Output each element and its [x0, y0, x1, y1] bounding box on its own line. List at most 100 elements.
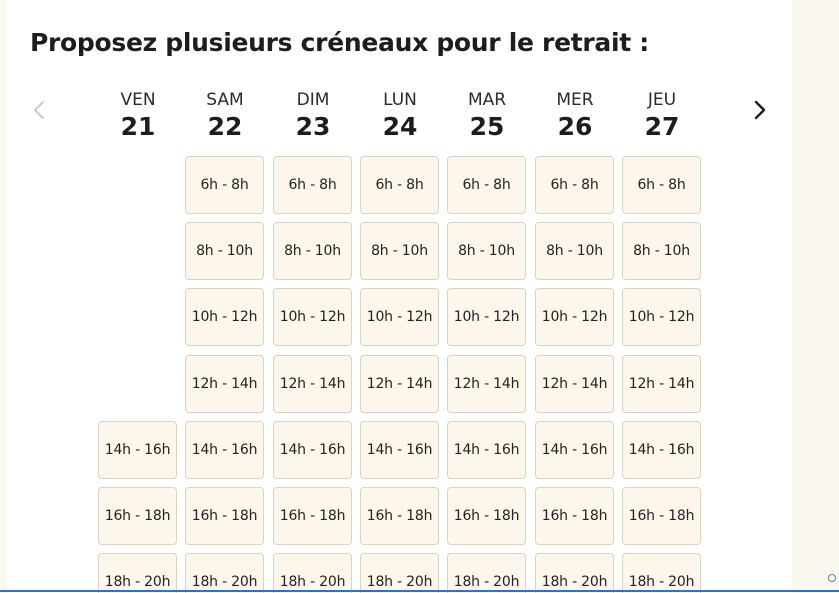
time-slot-label: 6h - 8h: [288, 177, 337, 193]
time-slot-label: 18h - 20h: [279, 574, 346, 590]
time-slot-label: 8h - 10h: [371, 243, 428, 259]
time-slot-label: 14h - 16h: [541, 442, 608, 458]
time-slot-button[interactable]: 10h - 12h: [185, 288, 264, 346]
time-slot-button[interactable]: 16h - 18h: [447, 487, 526, 545]
time-slot-button[interactable]: 8h - 10h: [360, 222, 439, 280]
time-slot-button[interactable]: 10h - 12h: [360, 288, 439, 346]
day-name: DIM: [296, 90, 330, 110]
time-slot-button[interactable]: 18h - 20h: [622, 553, 701, 593]
time-slot-label: 8h - 10h: [633, 243, 690, 259]
time-slot-button[interactable]: 16h - 18h: [98, 487, 177, 545]
page-title: Proposez plusieurs créneaux pour le retr…: [30, 28, 650, 57]
day-name: VEN: [120, 90, 156, 110]
time-slot-button[interactable]: 18h - 20h: [185, 553, 264, 593]
time-slot-label: 6h - 8h: [200, 177, 249, 193]
time-slot-label: 10h - 12h: [366, 309, 433, 325]
time-slot-button[interactable]: 16h - 18h: [535, 487, 614, 545]
time-slot-button[interactable]: 6h - 8h: [447, 156, 526, 214]
time-slot-label: 18h - 20h: [628, 574, 695, 590]
day-header: LUN 24: [359, 90, 441, 143]
time-slot-label: 12h - 14h: [279, 376, 346, 392]
time-slot-label: 18h - 20h: [366, 574, 433, 590]
day-name: MER: [556, 90, 594, 110]
time-slot-button[interactable]: 12h - 14h: [447, 355, 526, 413]
time-slot-button[interactable]: 18h - 20h: [447, 553, 526, 593]
time-slot-button[interactable]: 14h - 16h: [447, 421, 526, 479]
time-slot-button[interactable]: 18h - 20h: [273, 553, 352, 593]
time-slot-label: 16h - 18h: [366, 508, 433, 524]
time-slot-label: 14h - 16h: [366, 442, 433, 458]
day-header: SAM 22: [184, 90, 266, 143]
left-gutter: [0, 0, 7, 593]
day-number: 27: [644, 112, 680, 141]
time-slot-button[interactable]: 14h - 16h: [98, 421, 177, 479]
time-slot-button[interactable]: 10h - 12h: [535, 288, 614, 346]
next-week-button[interactable]: [746, 94, 774, 126]
scroll-indicator[interactable]: [828, 574, 836, 582]
time-slot-label: 12h - 14h: [453, 376, 520, 392]
time-slot-button[interactable]: 14h - 16h: [185, 421, 264, 479]
time-slot-button[interactable]: 18h - 20h: [535, 553, 614, 593]
time-slot-label: 18h - 20h: [191, 574, 258, 590]
time-slot-label: 8h - 10h: [458, 243, 515, 259]
time-slot-button[interactable]: 12h - 14h: [185, 355, 264, 413]
time-slot-button[interactable]: 16h - 18h: [622, 487, 701, 545]
time-slot-button[interactable]: 14h - 16h: [535, 421, 614, 479]
day-number: 24: [382, 112, 418, 141]
day-header: VEN 21: [97, 90, 179, 143]
time-slot-button[interactable]: 14h - 16h: [360, 421, 439, 479]
day-header: JEU 27: [621, 90, 703, 143]
time-slot-label: 16h - 18h: [104, 508, 171, 524]
day-number: 25: [469, 112, 505, 141]
time-slot-button[interactable]: 12h - 14h: [622, 355, 701, 413]
time-slot-button[interactable]: 6h - 8h: [622, 156, 701, 214]
focus-underline: [0, 590, 839, 592]
time-slot-label: 12h - 14h: [628, 376, 695, 392]
previous-week-button[interactable]: [25, 94, 53, 126]
time-slot-label: 10h - 12h: [279, 309, 346, 325]
time-slot-label: 6h - 8h: [637, 177, 686, 193]
time-slot-label: 14h - 16h: [279, 442, 346, 458]
time-slot-button[interactable]: 14h - 16h: [273, 421, 352, 479]
time-slot-button[interactable]: 8h - 10h: [185, 222, 264, 280]
chevron-left-icon: [34, 101, 44, 119]
time-slot-button[interactable]: 12h - 14h: [360, 355, 439, 413]
time-slot-button[interactable]: 16h - 18h: [185, 487, 264, 545]
time-slot-label: 6h - 8h: [550, 177, 599, 193]
day-number: 22: [207, 112, 243, 141]
time-slot-button[interactable]: 6h - 8h: [535, 156, 614, 214]
time-slot-label: 6h - 8h: [462, 177, 511, 193]
time-slot-label: 14h - 16h: [191, 442, 258, 458]
time-slot-button[interactable]: 10h - 12h: [447, 288, 526, 346]
time-slot-button[interactable]: 8h - 10h: [622, 222, 701, 280]
time-slot-button[interactable]: 10h - 12h: [622, 288, 701, 346]
day-name: SAM: [206, 90, 244, 110]
time-slot-button[interactable]: 18h - 20h: [360, 553, 439, 593]
time-slot-button[interactable]: 18h - 20h: [98, 553, 177, 593]
time-slot-button[interactable]: 8h - 10h: [273, 222, 352, 280]
time-slot-label: 8h - 10h: [284, 243, 341, 259]
day-header: MER 26: [534, 90, 616, 143]
time-slot-label: 16h - 18h: [628, 508, 695, 524]
time-slot-label: 14h - 16h: [628, 442, 695, 458]
time-slot-label: 10h - 12h: [191, 309, 258, 325]
time-slot-button[interactable]: 12h - 14h: [535, 355, 614, 413]
time-slot-button[interactable]: 8h - 10h: [535, 222, 614, 280]
time-slot-button[interactable]: 16h - 18h: [273, 487, 352, 545]
time-slot-button[interactable]: 16h - 18h: [360, 487, 439, 545]
time-slot-button[interactable]: 8h - 10h: [447, 222, 526, 280]
time-slot-label: 14h - 16h: [104, 442, 171, 458]
time-slot-button[interactable]: 14h - 16h: [622, 421, 701, 479]
time-slot-label: 18h - 20h: [541, 574, 608, 590]
time-slot-label: 14h - 16h: [453, 442, 520, 458]
time-slot-label: 6h - 8h: [375, 177, 424, 193]
time-slot-button[interactable]: 12h - 14h: [273, 355, 352, 413]
time-slot-button[interactable]: 6h - 8h: [360, 156, 439, 214]
time-slot-button[interactable]: 6h - 8h: [185, 156, 264, 214]
time-slot-label: 16h - 18h: [453, 508, 520, 524]
time-slot-label: 16h - 18h: [541, 508, 608, 524]
day-header: DIM 23: [272, 90, 354, 143]
time-slot-label: 10h - 12h: [628, 309, 695, 325]
time-slot-button[interactable]: 10h - 12h: [273, 288, 352, 346]
time-slot-button[interactable]: 6h - 8h: [273, 156, 352, 214]
